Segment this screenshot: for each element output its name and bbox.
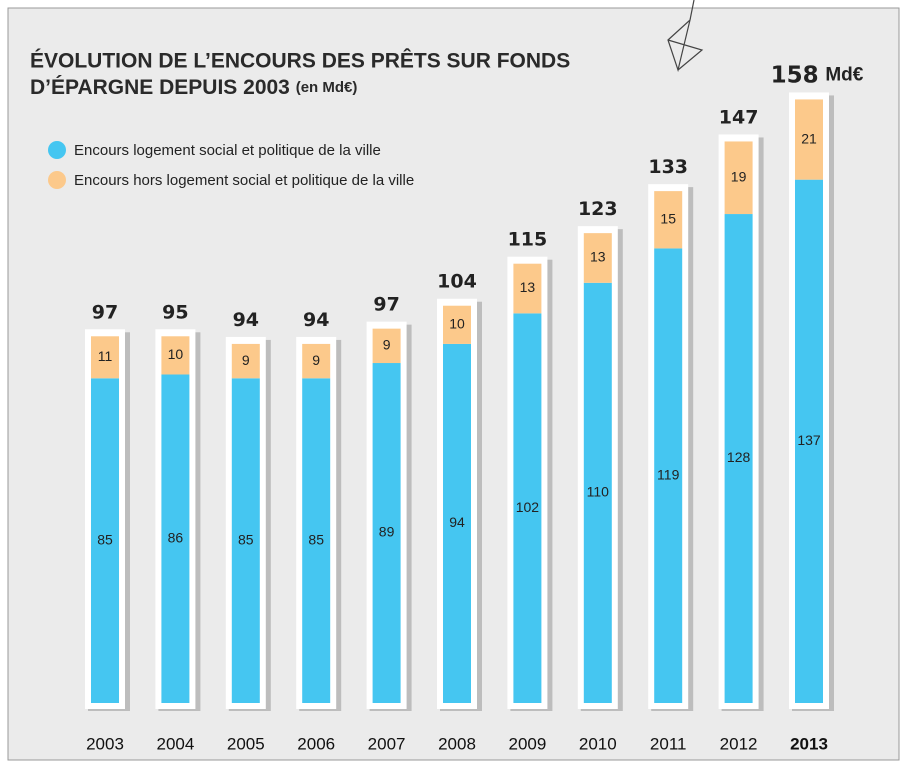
segment-label: 119	[657, 466, 680, 482]
total-value: 133	[648, 156, 688, 178]
total-value: 97	[92, 301, 118, 323]
bar-segment	[302, 343, 331, 379]
segment-label: 11	[98, 348, 113, 364]
bar-segment	[302, 378, 331, 703]
bar-segment	[583, 282, 612, 703]
segment-label: 89	[379, 524, 395, 540]
total-value: 147	[719, 106, 759, 128]
total-label: 104	[437, 270, 477, 292]
bar-segment	[583, 233, 612, 283]
segment-label: 85	[308, 531, 324, 547]
total-value: 104	[437, 270, 477, 292]
bar-segment	[91, 378, 119, 703]
x-tick-label: 2012	[720, 734, 758, 753]
x-tick-label: 2008	[438, 734, 476, 753]
legend-swatch	[48, 171, 66, 189]
segment-label: 94	[449, 514, 465, 530]
total-unit: Md€	[825, 64, 863, 85]
total-value: 123	[578, 198, 618, 220]
segment-label: 85	[97, 531, 113, 547]
segment-label: 9	[383, 337, 391, 353]
segment-label: 102	[516, 499, 540, 515]
bar-segment	[724, 141, 753, 215]
total-label: 97	[373, 293, 399, 315]
bar-segment	[161, 374, 190, 703]
legend-label: Encours logement social et politique de …	[74, 142, 381, 159]
total-label: 95	[162, 301, 188, 323]
bar-segment	[443, 343, 471, 703]
bar-segment	[231, 343, 260, 379]
x-tick-label: 2009	[508, 734, 546, 753]
legend-label: Encours hors logement social et politiqu…	[74, 172, 414, 189]
x-tick-label: 2013	[790, 734, 828, 753]
chart-title: ÉVOLUTION DE L’ENCOURS DES PRÊTS SUR FON…	[30, 49, 570, 73]
bar-segment	[654, 248, 683, 704]
legend-swatch	[48, 141, 66, 159]
chart-title-unit: (en Md€)	[296, 79, 358, 96]
total-label: 115	[508, 228, 548, 250]
x-tick-label: 2006	[297, 734, 335, 753]
total-label: 147	[719, 106, 759, 128]
bar-segment	[372, 363, 401, 703]
segment-label: 19	[731, 168, 747, 184]
bar-segment	[513, 313, 542, 703]
total-value: 94	[233, 308, 259, 330]
segment-label: 10	[449, 316, 465, 332]
bar-segment	[795, 99, 823, 180]
total-label: 94	[303, 308, 329, 330]
total-label: 133	[648, 156, 688, 178]
total-label: 123	[578, 198, 618, 220]
segment-label: 13	[520, 279, 536, 295]
segment-label: 85	[238, 531, 254, 547]
segment-label: 15	[660, 210, 676, 226]
bar-segment	[443, 305, 471, 344]
segment-label: 128	[727, 449, 751, 465]
bar-segment	[372, 328, 401, 364]
bar-segment	[724, 214, 753, 704]
total-value: 115	[508, 228, 548, 250]
chart-title-line: D’ÉPARGNE DEPUIS 2003	[30, 76, 290, 99]
x-tick-label: 2003	[86, 734, 124, 753]
total-value: 97	[373, 293, 399, 315]
total-value: 95	[162, 301, 188, 323]
x-tick-label: 2005	[227, 734, 265, 753]
total-value: 94	[303, 308, 329, 330]
bar-segment	[654, 191, 683, 249]
total-label: 97	[92, 301, 118, 323]
total-value: 158	[771, 62, 819, 88]
segment-label: 13	[590, 249, 606, 265]
segment-label: 9	[312, 352, 320, 368]
total-label: 94	[233, 308, 259, 330]
paper-plane	[667, 0, 704, 73]
x-tick-label: 2007	[368, 734, 406, 753]
x-tick-label: 2004	[156, 734, 194, 753]
segment-label: 110	[587, 484, 610, 500]
bar-segment	[231, 378, 260, 703]
segment-label: 9	[242, 352, 250, 368]
x-tick-label: 2010	[579, 734, 617, 753]
bar-segment	[91, 336, 119, 379]
bar-segment	[795, 179, 823, 703]
chart-title: D’ÉPARGNE DEPUIS 2003 (en Md€)	[30, 76, 357, 99]
segment-label: 137	[797, 432, 821, 448]
x-tick-label: 2011	[650, 734, 687, 753]
bar-segment	[513, 263, 542, 314]
total-label: 158 Md€	[771, 62, 864, 88]
segment-label: 21	[801, 130, 817, 146]
segment-label: 10	[168, 346, 184, 362]
segment-label: 86	[168, 529, 184, 545]
bar-segment	[161, 336, 190, 375]
